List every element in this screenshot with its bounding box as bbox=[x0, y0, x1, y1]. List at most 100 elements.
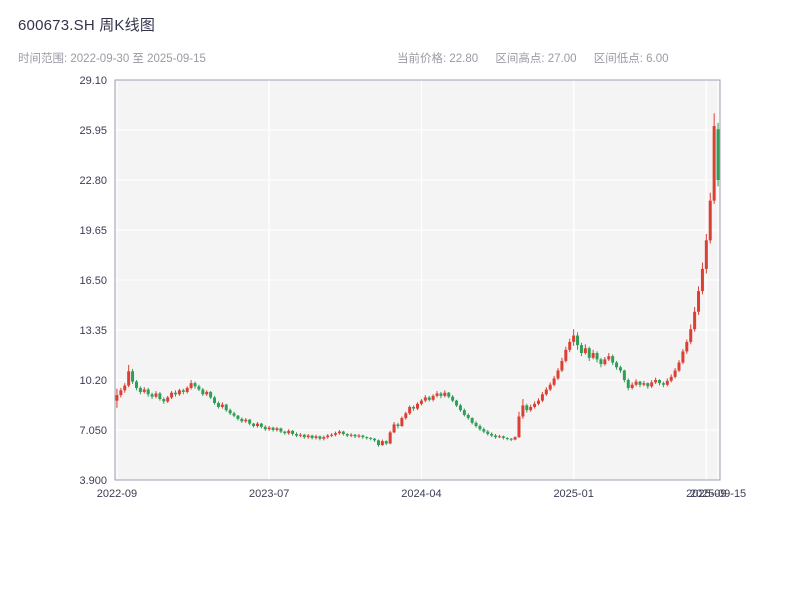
candle bbox=[556, 368, 560, 380]
candle bbox=[224, 403, 228, 412]
svg-text:2025-09-15: 2025-09-15 bbox=[690, 488, 746, 500]
candle bbox=[537, 398, 540, 406]
candle bbox=[704, 233, 708, 274]
candle bbox=[271, 426, 275, 432]
x-axis-labels: 2022-09 2023-07 2024-04 2025-01 2025-092025-… bbox=[97, 488, 746, 500]
candle bbox=[119, 387, 123, 398]
candle bbox=[638, 380, 642, 388]
candle bbox=[583, 344, 587, 355]
candle bbox=[388, 430, 392, 445]
page-title: 600673.SH 周K线图 bbox=[18, 17, 156, 34]
candle bbox=[427, 395, 431, 402]
candle bbox=[357, 433, 361, 438]
candle bbox=[349, 433, 353, 438]
candle bbox=[283, 430, 287, 435]
candle bbox=[127, 364, 131, 388]
candle bbox=[228, 408, 232, 415]
range-low-label: 区间低点: 6.00 bbox=[593, 53, 669, 65]
price-summary: 当前价格: 22.80 区间高点: 27.00 区间低点: 6.00 bbox=[397, 50, 683, 66]
candle bbox=[213, 395, 217, 405]
candle bbox=[494, 433, 498, 439]
candle bbox=[576, 332, 580, 350]
candle bbox=[142, 387, 146, 394]
svg-text:3.900: 3.900 bbox=[79, 475, 107, 487]
candle bbox=[435, 391, 439, 398]
candle bbox=[681, 349, 685, 365]
svg-text:25.95: 25.95 bbox=[79, 125, 107, 137]
candle bbox=[400, 416, 404, 427]
candle bbox=[423, 395, 427, 403]
candle bbox=[486, 430, 490, 436]
candle bbox=[123, 383, 127, 393]
candle bbox=[267, 426, 271, 431]
range-high-label: 区间高点: 27.00 bbox=[495, 53, 577, 65]
candle bbox=[443, 390, 447, 398]
candle bbox=[392, 422, 396, 434]
candle bbox=[677, 360, 681, 373]
candle bbox=[380, 439, 384, 446]
candle bbox=[560, 357, 564, 373]
candle bbox=[431, 394, 435, 402]
candle bbox=[661, 381, 665, 388]
candle bbox=[630, 382, 634, 390]
candle bbox=[697, 286, 701, 315]
candle bbox=[650, 380, 654, 388]
candle bbox=[310, 434, 314, 440]
candle bbox=[490, 432, 494, 438]
candle bbox=[673, 368, 677, 379]
candle bbox=[131, 368, 135, 384]
candle bbox=[369, 437, 373, 441]
candle bbox=[439, 391, 443, 399]
candle bbox=[408, 405, 412, 415]
candle bbox=[134, 380, 138, 391]
svg-text:7.050: 7.050 bbox=[79, 425, 107, 437]
candle bbox=[513, 436, 517, 441]
y-axis-labels: 3.900 7.050 10.20 13.35 16.50 19.65 22.80 25.95… bbox=[79, 75, 107, 487]
candle bbox=[248, 418, 252, 426]
candle bbox=[177, 388, 181, 396]
candle bbox=[470, 417, 474, 425]
candle bbox=[458, 403, 462, 412]
candle bbox=[587, 346, 591, 361]
candle bbox=[591, 349, 595, 360]
time-range-label: 时间范围: 2022-09-30 至 2025-09-15 bbox=[18, 53, 206, 65]
candle bbox=[525, 403, 529, 413]
candle bbox=[209, 391, 213, 400]
candle bbox=[646, 382, 650, 389]
candle bbox=[170, 391, 174, 400]
candle bbox=[279, 427, 283, 434]
candle bbox=[611, 354, 615, 365]
candle bbox=[455, 399, 459, 407]
candle bbox=[712, 113, 716, 204]
candlestick-chart: 3.900 7.050 10.20 13.35 16.50 19.65 22.80 25.95… bbox=[79, 75, 746, 500]
candle bbox=[353, 433, 357, 438]
candle bbox=[497, 434, 501, 438]
candle bbox=[634, 379, 638, 387]
candle bbox=[345, 433, 349, 438]
candle bbox=[240, 417, 244, 423]
candle bbox=[529, 404, 533, 412]
svg-text:2025-01: 2025-01 bbox=[553, 488, 593, 500]
candle bbox=[595, 351, 599, 363]
candle bbox=[263, 425, 267, 431]
candle bbox=[658, 379, 661, 386]
candle bbox=[501, 435, 505, 440]
current-price-label: 当前价格: 22.80 bbox=[397, 53, 479, 65]
svg-text:2023-07: 2023-07 bbox=[249, 488, 289, 500]
candle bbox=[622, 369, 626, 383]
candle bbox=[216, 401, 220, 409]
candle bbox=[509, 437, 513, 442]
candle bbox=[669, 374, 673, 383]
candle bbox=[373, 437, 377, 442]
candle bbox=[412, 405, 416, 411]
candle bbox=[146, 387, 150, 397]
svg-text:16.50: 16.50 bbox=[79, 275, 107, 287]
candle bbox=[174, 390, 177, 397]
svg-text:19.65: 19.65 bbox=[79, 225, 107, 237]
candle bbox=[451, 395, 455, 403]
candle bbox=[572, 329, 576, 346]
candle bbox=[244, 418, 248, 423]
candle bbox=[642, 380, 646, 387]
candle bbox=[505, 437, 509, 441]
candle bbox=[365, 436, 369, 440]
